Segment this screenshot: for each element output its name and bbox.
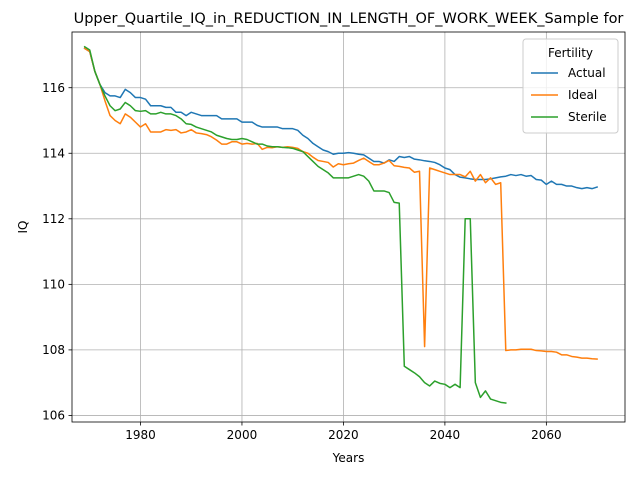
legend-label-ideal: Ideal	[568, 88, 597, 102]
series-line-ideal	[83, 47, 598, 360]
y-tick-label: 116	[42, 81, 65, 95]
x-tick-label: 2020	[328, 428, 359, 442]
y-axis-label: IQ	[16, 221, 30, 234]
y-tick-label: 112	[42, 212, 65, 226]
chart-title: Upper_Quartile_IQ_in_REDUCTION_IN_LENGTH…	[74, 11, 624, 27]
legend-entries: Actual Ideal Sterile	[531, 66, 607, 124]
x-tick-label: 2040	[430, 428, 461, 442]
y-tick-label: 114	[42, 147, 65, 161]
y-tick-label: 110	[42, 278, 65, 292]
x-tick-label: 2000	[227, 428, 258, 442]
grid	[72, 32, 625, 422]
plot-frame	[71, 31, 626, 423]
x-tick-label: 1980	[125, 428, 156, 442]
axis-ticks: 1980 2000 2020 2040 2060 106 108 110 112 114 116	[42, 81, 562, 442]
y-tick-label: 106	[42, 409, 65, 423]
series-line-sterile	[83, 45, 507, 404]
legend: Fertility Actual Ideal Sterile	[522, 38, 619, 134]
legend-label-sterile: Sterile	[568, 110, 607, 124]
x-axis-label: Years	[332, 451, 365, 465]
series-lines	[83, 45, 599, 404]
y-tick-label: 108	[42, 343, 65, 357]
legend-box	[522, 38, 619, 134]
x-tick-label: 2060	[531, 428, 562, 442]
legend-title: Fertility	[548, 46, 593, 60]
legend-label-actual: Actual	[568, 66, 606, 80]
series-line-actual	[83, 47, 599, 190]
